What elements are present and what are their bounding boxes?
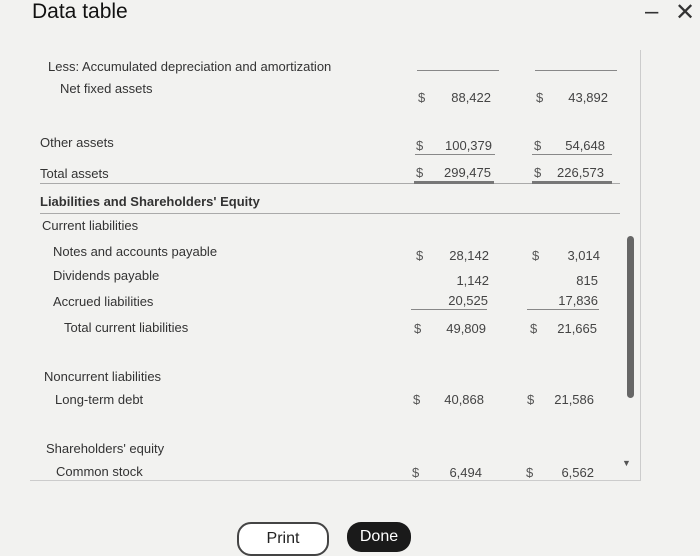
- dollar-sign: $: [527, 392, 535, 407]
- value: 54,648: [565, 138, 605, 153]
- dollar-sign: $: [418, 90, 426, 105]
- dialog-title: Data table: [32, 0, 128, 23]
- print-button[interactable]: Print: [237, 522, 329, 556]
- row-label: Noncurrent liabilities: [44, 369, 162, 384]
- value: 6,562: [561, 465, 594, 480]
- dollar-sign: $: [534, 165, 542, 180]
- dollar-sign: $: [416, 165, 424, 180]
- minimize-button[interactable]: –: [645, 0, 659, 25]
- value: 1,142: [456, 273, 489, 288]
- scrollbar-thumb[interactable]: [627, 236, 634, 398]
- row-label: Total current liabilities: [64, 320, 189, 335]
- dollar-sign: $: [413, 392, 421, 407]
- scroll-up-arrow-icon[interactable]: ▲: [640, 76, 641, 86]
- value: 20,525: [448, 293, 488, 308]
- row-label: Total assets: [40, 166, 109, 181]
- dollar-sign: $: [532, 248, 540, 263]
- value: 17,836: [558, 293, 598, 308]
- row-label: Notes and accounts payable: [53, 244, 218, 259]
- value: 815: [576, 273, 598, 288]
- scroll-down-arrow-icon[interactable]: ▼: [622, 458, 631, 468]
- row-label: Other assets: [40, 135, 114, 150]
- value: 21,586: [554, 392, 594, 407]
- value: 100,379: [445, 138, 492, 153]
- dollar-sign: $: [536, 90, 544, 105]
- value: 6,494: [449, 465, 482, 480]
- value: 88,422: [451, 90, 491, 105]
- value: 299,475: [444, 165, 491, 180]
- row-label: Less: Accumulated depreciation and amort…: [48, 59, 332, 74]
- row-label: Accrued liabilities: [53, 294, 154, 309]
- done-button[interactable]: Done: [347, 522, 411, 552]
- row-label: Dividends payable: [53, 268, 160, 283]
- value: 43,892: [568, 90, 608, 105]
- dollar-sign: $: [416, 248, 424, 263]
- value: 28,142: [449, 248, 489, 263]
- close-button[interactable]: ✕: [675, 0, 696, 26]
- row-label: Net fixed assets: [60, 81, 153, 96]
- value: 49,809: [446, 321, 486, 336]
- dollar-sign: $: [530, 321, 538, 336]
- data-table: Less: Accumulated depreciation and amort…: [30, 50, 641, 481]
- dollar-sign: $: [412, 465, 420, 480]
- dollar-sign: $: [416, 138, 424, 153]
- value: 21,665: [557, 321, 597, 336]
- dollar-sign: $: [534, 138, 542, 153]
- value: 226,573: [557, 165, 604, 180]
- row-label: Shareholders' equity: [46, 441, 165, 456]
- row-label: Long-term debt: [55, 392, 144, 407]
- dollar-sign: $: [414, 321, 422, 336]
- section-heading: Liabilities and Shareholders' Equity: [40, 194, 260, 209]
- value: 40,868: [444, 392, 484, 407]
- row-label: Current liabilities: [42, 218, 139, 233]
- dollar-sign: $: [526, 465, 534, 480]
- row-label: Common stock: [56, 464, 143, 479]
- value: 3,014: [567, 248, 600, 263]
